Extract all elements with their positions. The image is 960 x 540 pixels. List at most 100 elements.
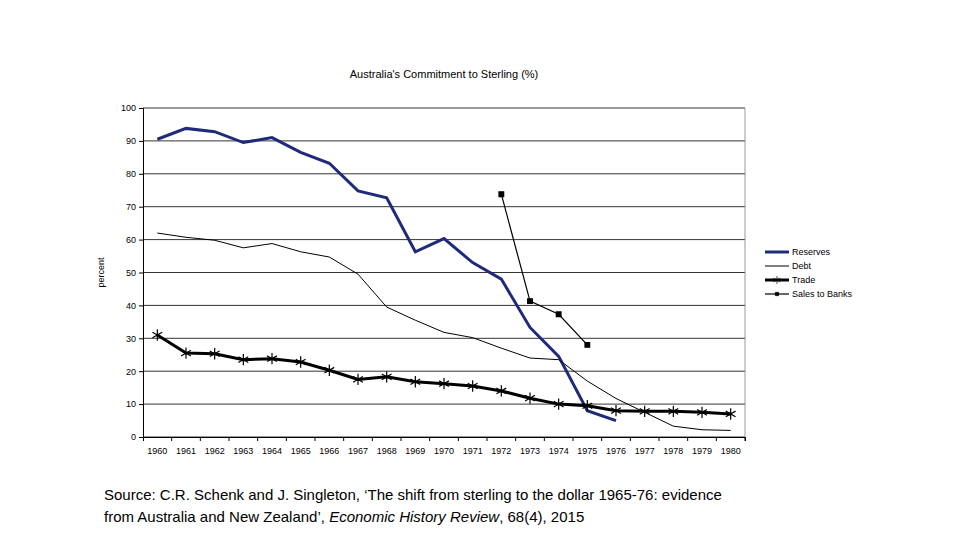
legend-item: Debt [765,261,812,271]
x-tick-mark [401,437,402,441]
y-tick: 70 [126,202,143,212]
y-tick-label: 10 [126,399,136,409]
x-tick-mark [458,437,459,441]
y-tick-label: 40 [126,301,136,311]
y-tick-label: 70 [126,202,136,212]
grid-line [143,140,745,141]
x-tick-label: 1969 [405,446,425,456]
legend-label: Trade [792,275,815,285]
x-tick-mark [573,437,574,441]
x-tick-label: 1971 [463,446,483,456]
x-tick-label: 1980 [721,446,741,456]
y-tick-mark [139,305,143,306]
series-marker [152,329,162,340]
x-tick: 1976 [606,437,630,456]
x-tick-label: 1976 [606,446,626,456]
series-marker [556,312,561,317]
source-text: Economic History Review [329,508,500,525]
x-tick-mark [716,437,717,441]
x-tick: 1970 [434,437,458,456]
series-marker [582,400,592,411]
source-note: Source: C.R. Schenk and J. Singleton, ‘T… [104,486,722,525]
series-marker [181,347,191,358]
x-tick: 1965 [291,437,315,456]
x-tick-mark [372,437,373,441]
legend-swatch [765,266,789,267]
series-marker [585,343,590,348]
x-tick: 1960 [147,437,171,456]
x-tick-mark [171,437,172,441]
series-marker [496,385,506,396]
y-axis-line [139,109,144,438]
grid-line [143,206,745,207]
y-tick: 100 [121,103,143,113]
series-marker [267,353,277,364]
y-tick: 40 [126,301,143,311]
series-marker [324,365,334,376]
series-marker [525,393,535,404]
x-tick-label: 1960 [147,446,167,456]
y-tick-label: 30 [126,334,136,344]
y-tick: 50 [126,268,143,278]
x-tick: 1977 [635,437,659,456]
grid-line [143,338,745,339]
legend-label: Sales to Banks [792,289,853,299]
grid-line [143,108,745,109]
y-tick: 90 [126,136,143,146]
x-axis: 1960196119621963196419651966196719681969… [144,437,746,456]
series-marker [640,406,650,417]
x-tick-label: 1974 [549,446,569,456]
x-tick-mark [601,437,602,441]
chart: Australia's Commitment to Sterling (%)01… [0,0,960,540]
x-tick: 1979 [692,437,716,456]
series-marker [238,354,248,365]
x-tick: 1972 [491,437,515,456]
grid [143,108,745,437]
grid-line [143,272,745,273]
x-tick-label: 1978 [663,446,683,456]
series-marker [210,348,220,359]
title: Australia's Commitment to Sterling (%) [350,68,539,80]
y-tick: 60 [126,235,143,245]
legend-item: Reserves [765,247,831,257]
series-marker [726,408,736,419]
x-tick-mark [315,437,316,441]
x-tick-mark [515,437,516,441]
x-tick-label: 1975 [577,446,597,456]
y-tick-mark [139,141,143,142]
x-tick-mark [257,437,258,441]
y-tick: 0 [131,432,143,442]
legend-swatch [765,251,789,254]
y-tick-label: 100 [121,103,136,113]
legend-marker [775,292,778,295]
x-tick: 1969 [405,437,429,456]
x-tick-label: 1968 [377,446,397,456]
x-tick: 1980 [721,437,745,456]
x-tick-mark [286,437,287,441]
x-tick-label: 1977 [635,446,655,456]
y-tick-mark [139,338,143,339]
series-line [157,335,730,414]
series-marker [668,406,678,417]
y-tick: 10 [126,399,143,409]
x-tick-label: 1972 [491,446,511,456]
grid-line [143,371,745,372]
x-tick-label: 1962 [205,446,225,456]
y-tick-mark [139,404,143,405]
y-tick-mark [139,437,143,438]
x-tick-mark [544,437,545,441]
series-marker [353,374,363,385]
x-tick-label: 1967 [348,446,368,456]
legend-label: Debt [792,261,812,271]
series-marker [439,378,449,389]
x-tick: 1975 [577,437,601,456]
legend-label: Reserves [792,247,831,257]
x-tick-mark [659,437,660,441]
x-tick-mark [200,437,201,441]
grid-line [143,305,745,306]
y-tick: 30 [126,334,143,344]
y-axis-title: percent [96,257,106,288]
series-marker [296,356,306,367]
legend-item: Sales to Banks [765,289,853,299]
y-tick-mark [139,240,143,241]
